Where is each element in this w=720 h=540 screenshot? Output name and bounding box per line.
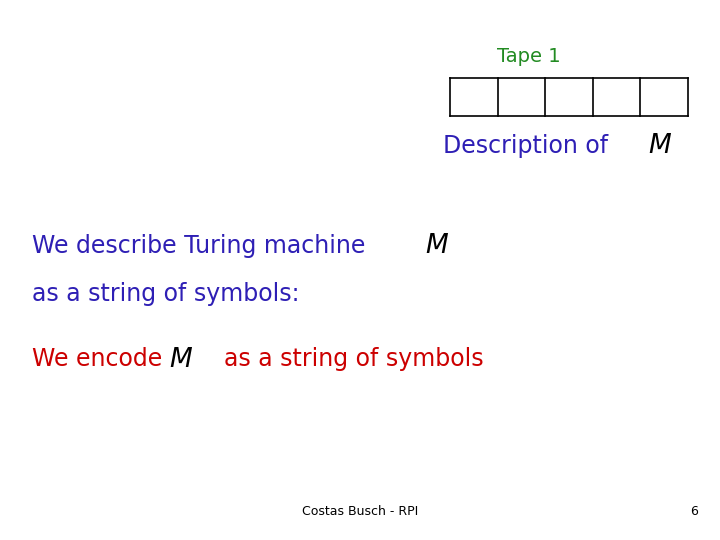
Text: Tape 1: Tape 1	[498, 47, 561, 66]
Text: as a string of symbols: as a string of symbols	[209, 347, 483, 371]
Text: $\mathit{M}$: $\mathit{M}$	[425, 233, 449, 258]
Text: We describe Turing machine: We describe Turing machine	[32, 234, 373, 258]
Text: as a string of symbols:: as a string of symbols:	[32, 282, 300, 306]
Text: 6: 6	[690, 505, 698, 518]
Text: $\mathit{M}$: $\mathit{M}$	[169, 347, 193, 372]
Text: $\mathit{M}$: $\mathit{M}$	[648, 133, 672, 158]
Text: We encode: We encode	[32, 347, 170, 371]
Text: Costas Busch - RPI: Costas Busch - RPI	[302, 505, 418, 518]
Text: Description of: Description of	[443, 134, 616, 158]
